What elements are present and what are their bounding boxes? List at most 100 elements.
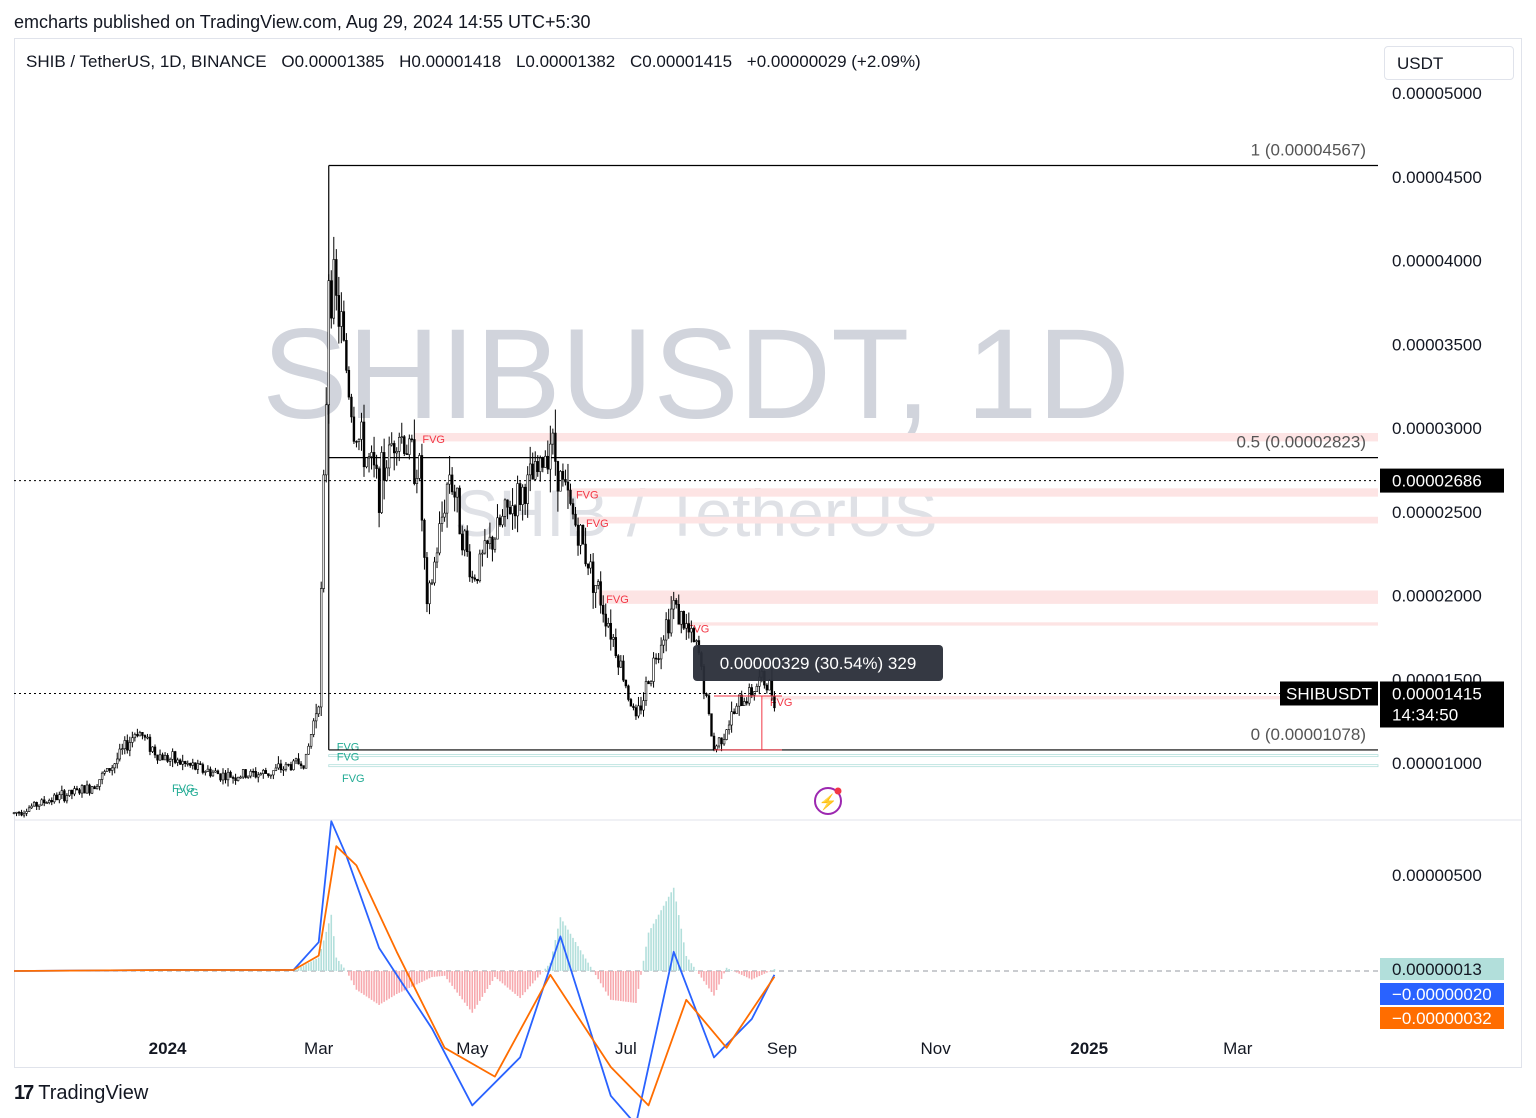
measure-tooltip [693,645,943,681]
countdown-label: 14:34:50 [1392,705,1458,724]
candle [740,694,743,706]
axis-layer: 0.00005000 0.00004500 0.00004000 0.00003500… [149,84,1504,1058]
candle [675,600,678,605]
candle [103,771,106,774]
y-tick-label: 0.00002500 [1392,503,1482,522]
y-tick-label: 0.00005000 [1392,84,1482,103]
candle [420,455,424,521]
candle [518,483,522,505]
candle [12,812,16,814]
candle [571,503,575,515]
candle [126,740,129,751]
macd-value-label: −0.00000020 [1392,985,1492,1004]
candle [556,461,560,492]
candle [231,777,235,779]
candle [544,455,547,468]
candle [428,582,431,605]
candle [221,772,225,781]
candle [209,768,212,777]
candle [136,734,139,737]
candle [342,311,346,341]
candle [685,623,688,629]
candle [405,453,409,455]
candle [617,655,620,668]
y-tick-label: 0.00004000 [1392,252,1482,271]
candle [579,524,582,546]
candle [619,660,623,668]
candle [415,478,419,484]
candle [551,432,555,445]
candle [340,311,343,327]
candle [68,789,71,796]
candle [194,762,197,770]
candle [32,802,36,807]
candle [591,561,595,593]
candle [423,519,426,558]
candle [17,811,21,814]
candle [279,763,283,771]
candle [707,695,711,715]
candle [687,623,691,633]
fvg-label: FVG [176,787,199,799]
candle [88,784,91,794]
candle [445,483,449,514]
candle [453,491,456,498]
candle [493,538,497,550]
alert-icon: ⚡ [819,793,838,811]
symbol-name[interactable]: SHIB / TetherUS, 1D, BINANCE [26,52,267,71]
candle [292,760,295,771]
candle [214,770,217,773]
candle [614,637,618,657]
candle [141,732,144,736]
fvg-label: FVG [172,783,195,795]
candle [128,742,132,751]
candle [304,753,308,769]
candle [151,746,154,752]
candle [325,404,328,476]
signal-line [13,845,776,1107]
candle [632,705,635,708]
candle [450,474,454,493]
candle [287,763,290,766]
tradingview-logo[interactable]: 17 TradingView [14,1082,148,1105]
candle [40,799,43,806]
candle [403,436,406,454]
candle [267,773,270,776]
candle [370,452,373,457]
candle [191,762,194,766]
candle [765,684,769,691]
candle [387,444,391,469]
chart-frame [14,38,1522,1068]
candle [176,759,179,763]
candle [30,805,33,809]
candle [330,280,333,319]
candle [488,536,492,544]
candle [58,794,61,801]
macd-value-badge [1380,1007,1504,1029]
candle [35,802,38,807]
candle [90,786,94,794]
candle [468,551,471,578]
candle [272,770,275,776]
candle [715,745,718,750]
candle [85,784,89,794]
candle [642,700,645,711]
candle [264,770,267,774]
candle [196,763,200,770]
candle [705,693,708,696]
candle [108,768,111,771]
candle [347,369,351,398]
candle [466,530,469,553]
candle [743,701,746,706]
candle [254,771,257,778]
candle [355,441,358,443]
currency-button[interactable]: USDT [1384,46,1514,80]
candle [294,758,298,762]
watermark-title: SHIBUSDT, 1D [262,303,1130,446]
candle [531,463,534,480]
candle [116,758,119,765]
reference-price-badge [1380,468,1504,493]
candle [219,773,222,781]
candle [259,773,262,776]
